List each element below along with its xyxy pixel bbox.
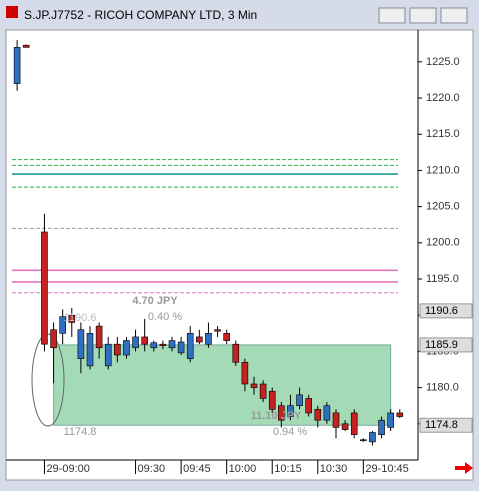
candle-body — [104, 343, 112, 367]
candle-body — [323, 405, 331, 421]
app-icon — [6, 6, 18, 18]
measure-label: 11.10 JPY — [251, 410, 302, 422]
price-label: 1185.9 — [425, 339, 458, 351]
candle-body — [141, 336, 148, 345]
y-tick-label: 1195.0 — [426, 273, 459, 285]
candle-body — [287, 405, 294, 417]
y-tick-label: 1180.0 — [426, 382, 459, 394]
candle-body — [232, 343, 240, 363]
candle-body — [196, 336, 203, 343]
measure-label: 0.94 % — [273, 426, 307, 438]
price-label-box — [419, 303, 473, 319]
close-button[interactable] — [440, 7, 468, 24]
candle-body — [114, 343, 121, 356]
maximize-button[interactable] — [409, 7, 437, 24]
measure-zone — [53, 344, 392, 426]
candle-body — [341, 423, 349, 430]
candle-body — [159, 343, 167, 346]
candle-body — [86, 333, 94, 367]
candle-body — [177, 341, 185, 354]
x-tick-label: 10:15 — [274, 463, 302, 475]
candle-body — [13, 47, 21, 84]
candle-body — [68, 314, 76, 323]
candle-body — [205, 333, 212, 345]
candle-body — [268, 390, 276, 410]
window-buttons[interactable] — [378, 7, 468, 24]
candle-body — [59, 316, 66, 334]
minimize-button[interactable] — [378, 7, 406, 24]
candle-body — [332, 412, 340, 428]
price-label: 1174.8 — [425, 419, 458, 431]
candle-body — [95, 325, 103, 349]
measure-label: 4.70 JPY — [132, 295, 178, 307]
y-tick-label: 1205.0 — [426, 201, 460, 213]
candle-body — [214, 329, 221, 332]
candle-body — [259, 383, 267, 399]
candle-body — [150, 342, 158, 349]
candle-body — [41, 231, 48, 345]
candle-body — [50, 329, 57, 349]
candle-body — [132, 336, 139, 349]
candle-body — [350, 412, 358, 435]
candle-body — [77, 329, 85, 359]
y-tick-label: 1225.0 — [426, 56, 460, 68]
price-label-box — [419, 337, 473, 353]
x-tick-label: 09:45 — [183, 463, 211, 475]
x-tick-label: 10:30 — [320, 463, 348, 475]
window-title: S.JP.J7752 - RICOH COMPANY LTD, 3 Min — [24, 8, 257, 22]
candle-body — [186, 333, 194, 359]
candle-body — [369, 432, 376, 443]
x-tick-label: 29-10:45 — [365, 463, 408, 475]
candle-body — [22, 44, 30, 48]
y-tick-label: 1215.0 — [426, 128, 460, 140]
measure-ellipse — [31, 333, 65, 427]
price-label: 1190.6 — [425, 305, 458, 317]
candle-body — [387, 412, 394, 428]
candle-body — [250, 383, 258, 388]
candle-body — [296, 394, 303, 407]
scroll-arrow[interactable] — [455, 462, 473, 474]
candle-body — [168, 340, 176, 349]
candle-body — [360, 439, 367, 442]
measure-label: 1190.6 — [64, 312, 97, 324]
y-tick-label: 1220.0 — [426, 92, 460, 104]
candle-body — [396, 412, 404, 417]
candle-body — [241, 361, 249, 385]
measure-label: 0.40 % — [148, 311, 182, 323]
candle-body — [278, 405, 285, 421]
measure-label: 1174.8 — [64, 426, 97, 438]
candle-body — [305, 398, 312, 414]
price-label-box — [419, 417, 473, 433]
candle-body — [314, 409, 322, 421]
candle-body — [223, 333, 230, 341]
y-tick-label: 1210.0 — [426, 164, 460, 176]
x-tick-label: 09:30 — [138, 463, 166, 475]
candle-body — [378, 419, 385, 435]
x-tick-label: 29-09:00 — [46, 463, 89, 475]
candle-body — [123, 340, 130, 356]
x-tick-label: 10:00 — [229, 463, 257, 475]
y-tick-label: 1200.0 — [426, 237, 460, 249]
